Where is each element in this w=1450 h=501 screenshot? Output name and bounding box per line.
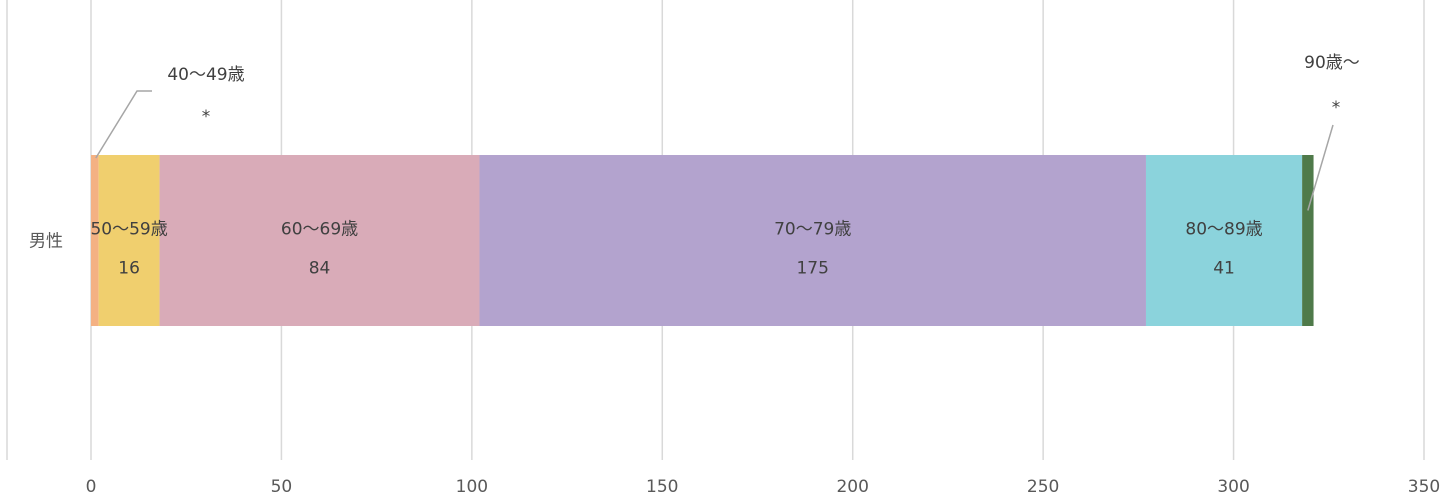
callout-leader <box>95 90 152 159</box>
segment-name-label: 50〜59歳 <box>90 220 167 240</box>
x-tick-label: 50 <box>271 477 293 497</box>
x-tick-label: 100 <box>456 477 488 497</box>
category-labels: 男性 <box>29 232 63 252</box>
bar-segment <box>159 155 480 326</box>
bar-segment <box>98 155 160 326</box>
x-tick-label: 0 <box>86 477 97 497</box>
x-tick-label: 250 <box>1027 477 1059 497</box>
segment-value-label: 41 <box>1213 259 1235 279</box>
bar-segment <box>1145 155 1303 326</box>
callout-value-label: * <box>1332 98 1341 118</box>
bar-segment <box>479 155 1146 326</box>
bar-segment <box>1302 155 1314 326</box>
category-label: 男性 <box>29 232 63 252</box>
callout-name-label: 40〜49歳 <box>167 65 244 85</box>
x-axis-tick-labels: 0 50 100 150 200 250 300 350 <box>86 477 1441 497</box>
data-labels: 40〜49歳 * 50〜59歳 16 60〜69歳 84 70〜79歳 175 80〜89歳 41… <box>90 53 1359 279</box>
bar-segment <box>91 155 99 326</box>
segment-name-label: 70〜79歳 <box>774 220 851 240</box>
x-tick-label: 300 <box>1217 477 1249 497</box>
callout-leader <box>1307 124 1334 211</box>
x-tick-label: 200 <box>836 477 868 497</box>
bar-segments <box>91 155 1314 326</box>
segment-value-label: 16 <box>118 259 140 279</box>
x-tick-label: 150 <box>646 477 678 497</box>
callout-value-label: * <box>202 107 211 127</box>
x-tick-label: 350 <box>1408 477 1440 497</box>
callout-name-label: 90歳〜 <box>1304 53 1360 73</box>
segment-value-label: 84 <box>309 259 331 279</box>
segment-name-label: 60〜69歳 <box>281 220 358 240</box>
callout-leaders <box>95 90 1334 211</box>
segment-value-label: 175 <box>796 259 828 279</box>
segment-name-label: 80〜89歳 <box>1185 220 1262 240</box>
